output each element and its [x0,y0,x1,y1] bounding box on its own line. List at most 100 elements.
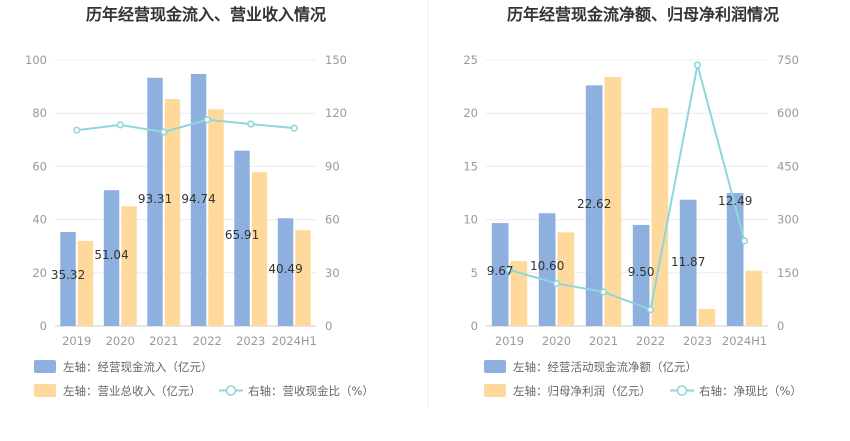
bar-secondary [208,109,224,327]
line-point [290,124,298,132]
line-point [599,288,608,296]
line-point [740,237,749,245]
bar-secondary [164,99,181,327]
bar-secondary [121,206,137,326]
legend-label: 左轴：归母净利润（亿元） [513,384,651,398]
y-right-tick-label: 150 [325,53,347,67]
line-point [646,306,655,314]
data-label: 51.04 [94,248,128,262]
line-point [505,266,514,274]
data-label: 40.49 [268,262,302,276]
y-left-tick-label: 0 [471,319,478,333]
y-right-tick-label: 450 [777,159,799,173]
x-tick-label: 2019 [62,334,91,348]
bar-secondary [651,107,669,326]
y-right-tick-label: 150 [777,266,799,280]
data-label: 9.50 [628,265,655,279]
y-left-tick-label: 60 [32,159,47,173]
chart-title: 历年经营现金流净额、归母净利润情况 [507,5,779,24]
line-point [116,121,124,129]
bar-primary [60,232,76,326]
legend-line-marker [676,385,688,396]
chart-right-panel: 历年经营现金流净额、归母净利润情况 0 5 10 15 20 25 0 150 300 450 600… [463,5,802,398]
legend-swatch [484,360,506,373]
series-line [76,118,295,134]
legend-swatch [484,384,506,397]
bar-secondary [295,230,311,326]
data-label: 94.74 [181,192,215,206]
bar-secondary [557,232,575,326]
data-label: 9.67 [487,264,514,278]
y-left-tick-label: 100 [25,53,47,67]
x-tick-label: 2021 [149,334,178,348]
x-tick-label: 2020 [542,334,571,348]
y-left-tick-label: 10 [463,213,478,227]
x-tick-label: 2023 [683,334,712,348]
y-right-tick-label: 120 [325,106,347,120]
bar-primary [234,150,250,326]
x-tick-label: 2022 [193,334,222,348]
y-left-tick-label: 40 [32,213,47,227]
chart-left-panel: 历年经营现金流入、营业收入情况 0 20 40 60 80 100 0 30 60 90 120 150… [25,5,374,398]
data-label: 35.32 [51,268,85,282]
x-tick-label: 2021 [589,334,618,348]
legend-label: 右轴：营收现金比（%） [248,384,374,398]
bar-primary [103,190,120,326]
line-point [247,120,255,128]
legend-swatch [34,384,56,397]
x-tick-label: 2022 [636,334,665,348]
line-point [160,128,168,136]
x-tick-label: 2023 [236,334,265,348]
y-right-tick-label: 30 [325,266,340,280]
chart-title: 历年经营现金流入、营业收入情况 [86,5,326,24]
bar-secondary [745,270,763,326]
y-left-tick-label: 20 [32,266,47,280]
y-right-tick-label: 0 [777,319,784,333]
y-right-tick-label: 60 [325,213,340,227]
data-label: 93.31 [138,192,172,206]
y-right-tick-label: 0 [325,319,332,333]
x-tick-label: 2020 [106,334,135,348]
bar-secondary [698,308,716,326]
data-label: 11.87 [671,255,705,269]
y-right-tick-label: 600 [777,106,799,120]
bar-primary [632,224,650,326]
bar-primary [491,223,509,326]
data-label: 10.60 [530,259,564,273]
legend-label: 右轴：净现比（%） [699,384,802,398]
bar-primary [679,199,697,326]
data-label: 22.62 [577,197,611,211]
bar-primary [726,193,744,326]
x-tick-label: 2024H1 [722,334,767,348]
y-left-tick-label: 5 [471,266,478,280]
y-left-tick-label: 20 [463,106,478,120]
bar-primary [190,73,207,326]
line-point [552,279,561,288]
bar-primary [585,85,603,326]
line-point [203,116,211,124]
y-left-tick-label: 15 [463,159,478,173]
line-point [73,126,81,134]
bar-secondary [604,77,622,326]
legend-label: 左轴：经营现金流入（亿元） [63,360,213,374]
bar-primary [538,213,556,326]
data-label: 65.91 [225,228,259,242]
y-right-tick-label: 300 [777,213,799,227]
bar-primary [147,77,163,326]
bar-primary [277,218,294,326]
y-left-tick-label: 0 [40,319,47,333]
bar-secondary [251,172,268,326]
y-left-tick-label: 25 [463,53,478,67]
y-left-tick-label: 80 [32,106,47,120]
line-point [693,61,702,69]
legend-label: 左轴：经营活动现金流净额（亿元） [513,360,697,374]
x-tick-label: 2019 [495,334,524,348]
y-right-tick-label: 90 [325,159,340,173]
x-tick-label: 2024H1 [272,334,317,348]
bar-secondary [510,261,528,326]
y-right-tick-label: 750 [777,53,799,67]
bar-secondary [77,240,94,326]
legend-swatch [34,360,56,373]
